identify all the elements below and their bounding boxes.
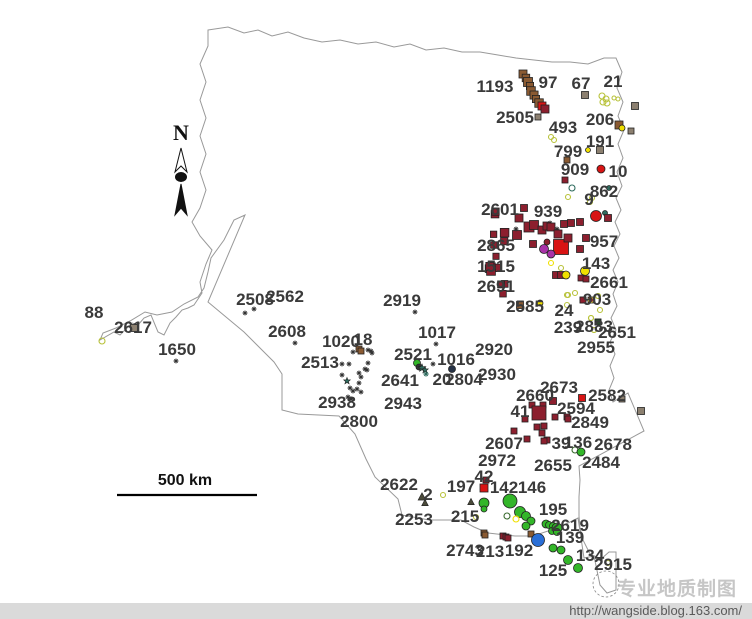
svg-text:N: N (173, 120, 189, 145)
svg-text:500 km: 500 km (158, 472, 212, 489)
